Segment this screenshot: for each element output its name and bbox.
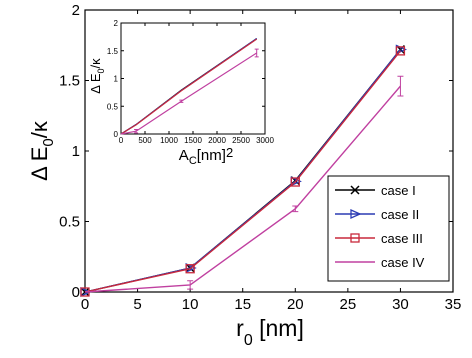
inset-series-3	[120, 48, 259, 135]
main-y-label-sub: 0	[40, 138, 57, 146]
inset-series-line	[120, 38, 258, 135]
inset-x-tick-label: 3000	[256, 136, 274, 145]
legend-marker	[350, 208, 362, 220]
legend-label: case III	[381, 231, 423, 246]
main-series-3	[84, 75, 404, 293]
inset-x-tick-label: 1000	[160, 136, 178, 145]
inset-x-tick-label: 0	[119, 136, 124, 145]
main-y-tick-label: 0	[72, 284, 80, 301]
inset-x-tick-label: 500	[138, 136, 152, 145]
inset-x-tick-label: 2000	[208, 136, 226, 145]
main-x-tick-label: 30	[392, 296, 409, 313]
inset-background	[118, 20, 265, 134]
legend-box	[327, 175, 450, 282]
main-y-axis-label: Δ E0/κ	[27, 120, 57, 181]
inset-x-label-sub: C	[189, 155, 197, 167]
main-x-label-main: r	[236, 315, 244, 341]
legend-items: case I case II case III case IV	[335, 183, 425, 270]
main-data-point	[395, 46, 406, 56]
main-series-2	[80, 46, 406, 297]
legend-item: case III	[335, 231, 423, 246]
inset-y-tick-label: 1	[114, 75, 119, 84]
main-y-tick-label: 1.5	[59, 73, 80, 90]
inset-x-tick-label: 1500	[184, 136, 202, 145]
inset-series-2	[120, 38, 258, 135]
main-data-point	[185, 264, 195, 274]
inset-error-bar	[254, 48, 259, 58]
legend-marker	[350, 185, 360, 195]
inset-x-axis-label: AC[nm]2	[179, 145, 233, 167]
main-y-tick-label: 0.5	[59, 214, 80, 231]
main-error-bar	[397, 75, 404, 97]
legend-label: case IV	[381, 255, 425, 270]
main-y-tick-label: 2	[72, 2, 80, 19]
main-x-label-sub: 0	[244, 332, 253, 349]
main-x-tick-label: 0	[81, 296, 89, 313]
inset-y-tick-label: 0.5	[107, 102, 119, 111]
legend: case I case II case III case IV	[327, 175, 450, 282]
main-series-line	[84, 85, 401, 293]
main-x-tick-label: 5	[133, 296, 141, 313]
inset-x-label-sup: 2	[226, 145, 233, 160]
main-y-label-main: Δ E	[27, 147, 52, 181]
main-x-label-rest: [nm]	[253, 315, 304, 341]
inset-x-label-main: A	[179, 147, 189, 164]
inset-x-label-rest: [nm]	[197, 147, 226, 164]
main-data-point	[290, 177, 300, 187]
legend-label: case II	[381, 207, 419, 222]
inset-error-bar	[179, 99, 184, 103]
legend-label: case I	[381, 183, 416, 198]
main-y-label-rest: /κ	[27, 120, 52, 138]
main-error-bar	[292, 205, 299, 213]
main-y-tick-label: 1	[72, 143, 80, 160]
main-x-tick-label: 35	[445, 296, 462, 313]
inset-x-tick-label: 2500	[232, 136, 250, 145]
main-series	[80, 44, 408, 298]
legend-item: case II	[335, 207, 419, 222]
main-x-tick-label: 25	[340, 296, 357, 313]
inset-y-tick-label: 0	[114, 130, 119, 139]
main-x-axis-label: r0 [nm]	[236, 315, 304, 349]
legend-marker	[350, 233, 360, 243]
legend-item: case IV	[335, 255, 425, 270]
main-x-tick-label: 10	[182, 296, 199, 313]
inset-y-label-sub: 0	[96, 68, 106, 73]
inset-error-bar	[134, 129, 139, 134]
main-x-tick-label: 20	[287, 296, 304, 313]
inset-y-tick-label: 2	[114, 19, 119, 28]
inset-y-axis-label: Δ E0/κ	[88, 58, 106, 94]
inset-y-label-rest: /κ	[88, 58, 103, 69]
inset-series-line	[120, 52, 258, 135]
inset-series	[120, 38, 259, 135]
main-x-tick-label: 15	[234, 296, 251, 313]
main-series-line	[84, 50, 401, 293]
inset-y-label-main: Δ E	[88, 73, 103, 94]
legend-item: case I	[335, 183, 416, 198]
inset-y-tick-label: 1.5	[107, 47, 119, 56]
main-error-bar	[187, 280, 194, 290]
